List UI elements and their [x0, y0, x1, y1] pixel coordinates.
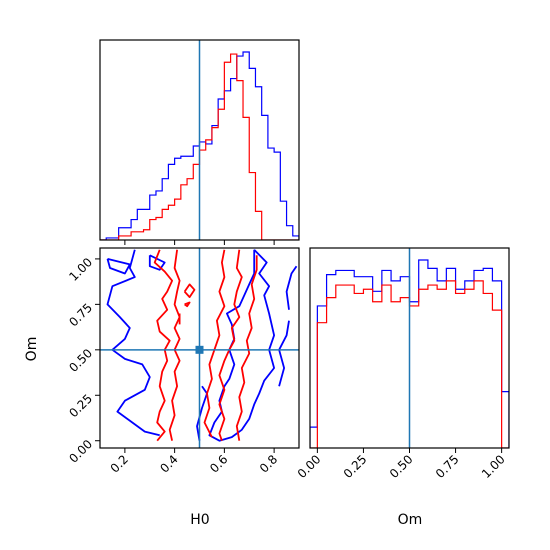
panel-frame: [99, 247, 300, 449]
contour-line-red: [203, 249, 226, 438]
contour-line-blue: [106, 258, 131, 275]
x-axis-label-h0: H0: [190, 512, 209, 528]
contour-line-red: [183, 283, 196, 299]
histogram-series-blue: [310, 259, 509, 448]
h0-histogram-panel: [99, 39, 300, 245]
contour-line-blue: [196, 385, 208, 441]
contour-line-red: [235, 255, 258, 441]
contour-line-blue: [148, 254, 166, 271]
contour-line-red: [153, 249, 174, 442]
contour-line-blue: [208, 249, 276, 442]
panel-frame: [99, 39, 300, 241]
contour-line-blue: [106, 249, 160, 437]
contour-line-red: [218, 249, 243, 441]
y-axis-label-om: Om: [24, 337, 40, 362]
x-axis-label-om: Om: [398, 512, 423, 528]
contour-line-blue: [285, 265, 298, 310]
contour-line-red: [184, 301, 191, 308]
truth-marker: [195, 345, 204, 354]
contour-line-red: [168, 249, 181, 441]
